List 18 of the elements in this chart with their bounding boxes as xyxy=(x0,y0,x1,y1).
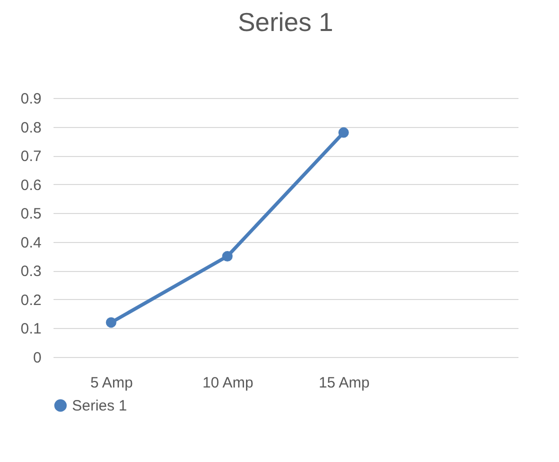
y-tick-label: 0.9 xyxy=(20,90,42,108)
x-tick-label: 5 Amp xyxy=(90,374,133,392)
chart-title: Series 1 xyxy=(238,7,334,37)
point xyxy=(106,317,116,328)
y-tick-label: 0.8 xyxy=(20,119,42,136)
y-tick-label: 0.7 xyxy=(20,148,42,166)
legend-label: Series 1 xyxy=(72,398,128,414)
y-tick-label: 0.5 xyxy=(20,206,42,223)
y-tick-label: 0.4 xyxy=(20,234,42,252)
x-tick-label: 15 Amp xyxy=(318,374,370,392)
x-tick-label: 10 Amp xyxy=(202,374,254,392)
y-tick-label: 0 xyxy=(33,350,42,366)
y-tick-label: 0.6 xyxy=(20,176,42,194)
point xyxy=(338,127,349,138)
y-tick-label: 0.1 xyxy=(20,320,42,338)
y-tick-label: 0.3 xyxy=(20,263,42,280)
y-tick-label: 0.2 xyxy=(20,292,42,309)
point xyxy=(222,251,233,262)
